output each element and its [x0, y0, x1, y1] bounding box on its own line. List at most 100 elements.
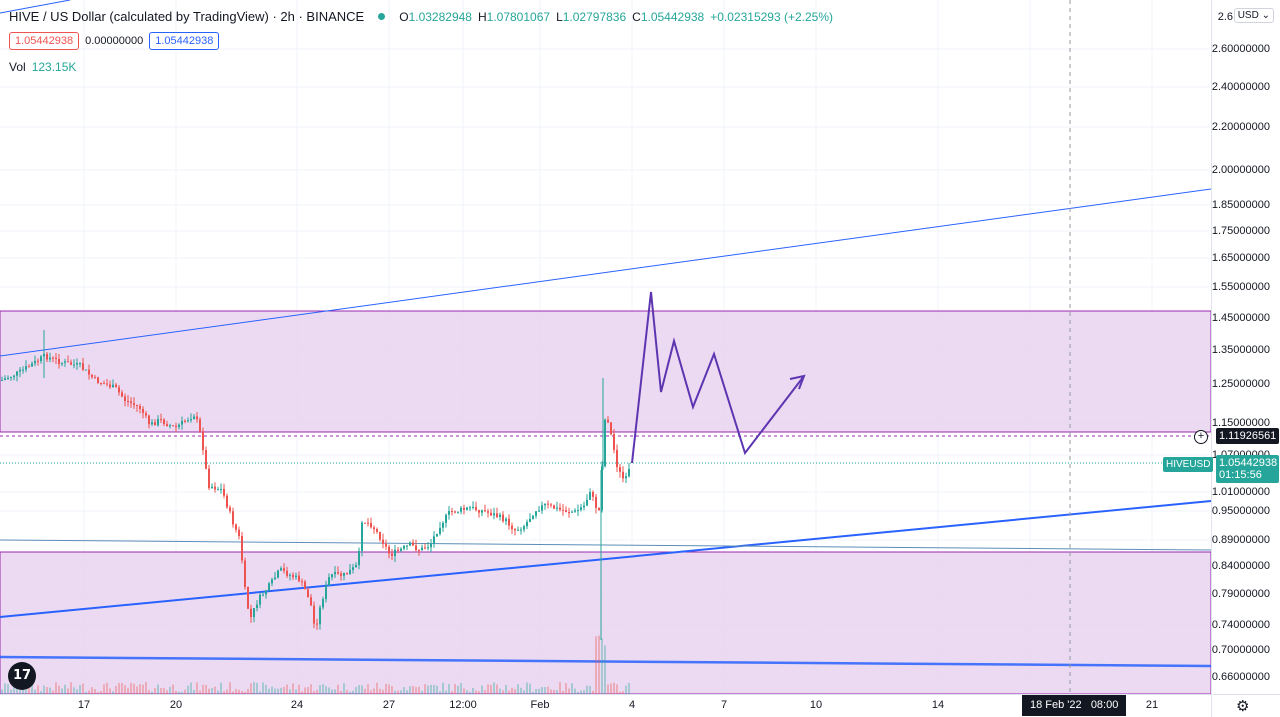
candle-body [541, 505, 543, 511]
candle-body [385, 543, 387, 547]
volume-bar [223, 691, 225, 694]
price-label: 0.79000000 [1211, 588, 1270, 600]
candle-body [334, 572, 336, 575]
candle-body [511, 525, 513, 530]
close-value: 1.05442938 [640, 9, 705, 24]
candle-body [535, 511, 537, 516]
time-label: 14 [931, 699, 945, 711]
volume-bar [133, 683, 135, 694]
volume-bar [358, 685, 360, 694]
candle-body [271, 579, 273, 584]
currency-selector[interactable]: USD ⌄ [1233, 8, 1274, 23]
candle-body [442, 522, 444, 528]
price-label: 0.95000000 [1211, 505, 1270, 517]
volume-bar [445, 690, 447, 694]
volume-bar [40, 691, 42, 694]
candle-body [307, 589, 309, 598]
volume-bar [178, 691, 180, 694]
candle-body [373, 527, 375, 530]
candle-body [250, 608, 252, 618]
volume-bar [13, 687, 15, 694]
open-value: 1.03282948 [408, 9, 472, 24]
candle-body [172, 425, 174, 427]
price-label: 1.15000000 [1211, 417, 1270, 429]
volume-bar [187, 685, 189, 694]
candle-body [505, 518, 507, 522]
buy-button[interactable]: 1.05442938 [149, 32, 220, 50]
volume-legend[interactable]: Vol 123.15K [9, 60, 76, 74]
candle-body [34, 360, 36, 364]
volume-bar [304, 687, 306, 694]
price-axis[interactable]: USD ⌄ 2.6 2.60000000 2.40000000 2.200000… [1211, 0, 1280, 694]
candle-body [328, 577, 330, 586]
volume-bar [364, 688, 366, 694]
time-axis[interactable]: 17 20 24 27 12:00 Feb 4 7 10 14 21 18 Fe… [0, 694, 1211, 717]
volume-bar [310, 684, 312, 694]
candle-body [472, 506, 474, 508]
candle-body [265, 590, 267, 595]
volume-bar [244, 691, 246, 694]
volume-bar [154, 688, 156, 694]
sell-button[interactable]: 1.05442938 [9, 32, 80, 50]
candle-body [4, 378, 6, 380]
volume-bar [301, 691, 303, 694]
volume-bar [193, 689, 195, 694]
candle-body [193, 416, 195, 420]
volume-bar [466, 690, 468, 694]
volume-bar [469, 691, 471, 694]
candle-body [190, 419, 192, 421]
time-label: 17 [77, 699, 91, 711]
price-chart-canvas[interactable] [0, 0, 1211, 694]
volume-bar [628, 682, 630, 694]
candle-body [460, 507, 462, 512]
volume-bar [163, 687, 165, 694]
volume-bar [487, 684, 489, 694]
volume-bar [346, 690, 348, 694]
volume-bar [433, 684, 435, 694]
volume-bar [463, 688, 465, 694]
volume-bar [451, 691, 453, 694]
volume-bar [142, 684, 144, 694]
candle-body [346, 572, 348, 575]
symbol-title[interactable]: HIVE / US Dollar (calculated by TradingV… [9, 9, 365, 24]
volume-bar [166, 690, 168, 694]
price-label: 0.66000000 [1211, 671, 1270, 683]
volume-bar [460, 682, 462, 694]
time-label: 10 [809, 699, 823, 711]
tradingview-logo-icon[interactable]: 17 [8, 662, 36, 690]
candle-body [196, 416, 198, 420]
candle-body [493, 513, 495, 516]
candle-body [310, 597, 312, 606]
volume-bar [595, 636, 597, 694]
volume-bar [265, 684, 267, 694]
candle-body [289, 574, 291, 576]
horizontal-level-tag[interactable]: 1.11926561 [1216, 428, 1279, 444]
candle-body [85, 369, 87, 371]
candle-body [499, 514, 501, 518]
candle-body [40, 356, 42, 362]
volume-bar [610, 683, 612, 694]
volume-bar [622, 691, 624, 694]
candle-body [520, 529, 522, 531]
volume-bar [448, 683, 450, 694]
volume-bar [457, 685, 459, 694]
chart-pane[interactable]: HIVE / US Dollar (calculated by TradingV… [0, 0, 1211, 694]
volume-bar [283, 686, 285, 694]
plus-circle-icon[interactable]: + [1194, 430, 1208, 444]
volume-bar [124, 685, 126, 694]
volume-bar [307, 687, 309, 694]
volume-bar [343, 683, 345, 694]
candle-body [202, 431, 204, 451]
candle-body [610, 422, 612, 435]
volume-bar [427, 685, 429, 694]
volume-bar [571, 683, 573, 694]
crosshair-time: 08:00 [1090, 699, 1119, 711]
candle-body [478, 510, 480, 513]
price-label: 1.75000000 [1211, 225, 1270, 237]
trade-buttons: 1.05442938 0.00000000 1.05442938 [9, 32, 220, 50]
candle-body [406, 545, 408, 547]
volume-bar [262, 682, 264, 694]
gear-icon[interactable]: ⚙ [1236, 697, 1250, 715]
price-label: 0.84000000 [1211, 560, 1270, 572]
price-label: 0.89000000 [1211, 534, 1270, 546]
